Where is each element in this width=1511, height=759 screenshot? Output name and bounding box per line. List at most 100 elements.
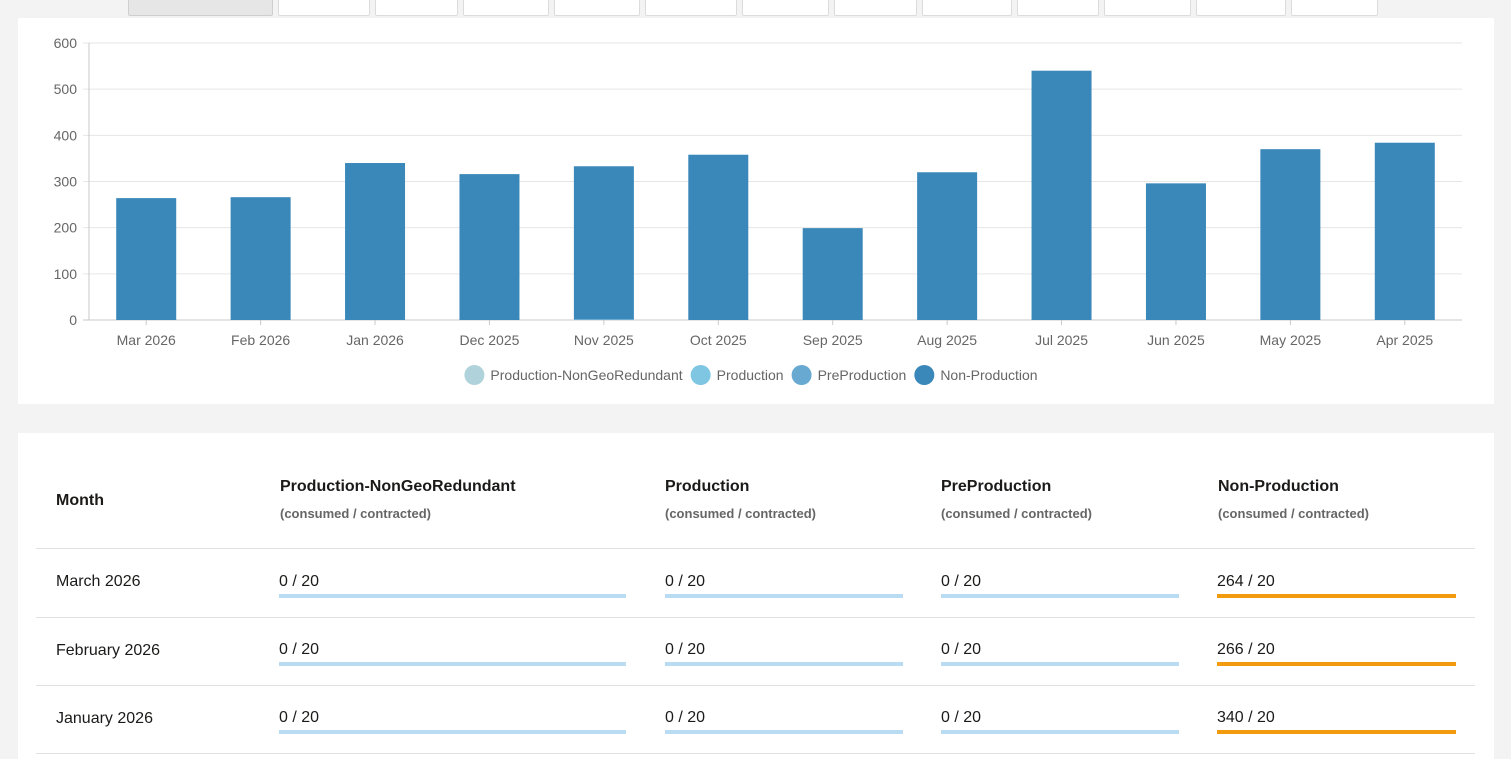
- bar-non-production[interactable]: [573, 166, 634, 320]
- usage-cell: 266 / 20: [1217, 640, 1456, 666]
- period-tab[interactable]: [1104, 0, 1191, 16]
- legend-item[interactable]: Non-Production: [914, 365, 1038, 385]
- bar-non-production[interactable]: [688, 154, 749, 320]
- y-axis-ticks: 0 100 200 300 400 500 600: [54, 35, 78, 328]
- usage-bar: [941, 662, 1179, 666]
- usage-value: 264 / 20: [1217, 573, 1275, 590]
- x-tick-label: Feb 2026: [231, 332, 290, 348]
- usage-cell: 0 / 20: [279, 640, 626, 666]
- column-header-label: Production: [665, 478, 750, 495]
- legend-label: Production-NonGeoRedundant: [490, 367, 682, 383]
- usage-cell: 0 / 20: [665, 640, 903, 666]
- bar-non-production[interactable]: [345, 163, 406, 320]
- x-tick-label: Jun 2025: [1147, 332, 1205, 348]
- x-tick-label: Sep 2025: [803, 332, 863, 348]
- bar-non-production[interactable]: [459, 174, 520, 320]
- legend-item[interactable]: Production-NonGeoRedundant: [464, 365, 683, 385]
- legend-label: Production: [717, 367, 784, 383]
- column-header-subtitle: (consumed / contracted): [1218, 506, 1369, 521]
- legend-swatch: [690, 365, 711, 385]
- bar-non-production[interactable]: [1260, 149, 1321, 320]
- usage-value: 0 / 20: [665, 709, 706, 726]
- bar-non-production[interactable]: [917, 172, 978, 320]
- column-header-label: Production-NonGeoRedundant: [280, 478, 516, 495]
- month-column-header[interactable]: Month: [56, 492, 104, 509]
- usage-value: 0 / 20: [941, 641, 982, 658]
- usage-bar: [279, 594, 626, 598]
- column-header-preproduction[interactable]: PreProduction (consumed / contracted): [941, 478, 1092, 521]
- usage-table: Month Production-NonGeoRedundant (consum…: [18, 433, 1494, 759]
- usage-value: 0 / 20: [665, 641, 706, 658]
- period-tab[interactable]: [375, 0, 458, 16]
- column-header-production[interactable]: Production (consumed / contracted): [665, 478, 816, 521]
- column-header-subtitle: (consumed / contracted): [941, 506, 1092, 521]
- usage-bar: [1217, 662, 1456, 666]
- x-tick-label: Jul 2025: [1035, 332, 1088, 348]
- x-tick-label: Nov 2025: [574, 332, 634, 348]
- x-tick-label: Apr 2025: [1376, 332, 1433, 348]
- period-tab-strip: [0, 0, 1511, 18]
- legend-item[interactable]: Production: [690, 365, 784, 385]
- column-header-subtitle: (consumed / contracted): [665, 506, 816, 521]
- usage-cell: 0 / 20: [279, 708, 626, 734]
- usage-bar: [665, 730, 903, 734]
- usage-bar: [1217, 730, 1456, 734]
- usage-chart-card: 0 100 200 300 400 500 600 Mar 2026 Feb 2026 Jan …: [18, 18, 1494, 404]
- column-header-nongeo[interactable]: Production-NonGeoRedundant (consumed / c…: [280, 478, 516, 521]
- x-tick-label: Oct 2025: [690, 332, 747, 348]
- period-tab[interactable]: [1196, 0, 1286, 16]
- usage-cell: 0 / 20: [941, 640, 1179, 666]
- column-header-label: PreProduction: [941, 478, 1052, 495]
- usage-bar: [941, 594, 1179, 598]
- usage-bar-chart: 0 100 200 300 400 500 600 Mar 2026 Feb 2026 Jan …: [54, 35, 1462, 385]
- y-tick-label: 200: [54, 220, 78, 236]
- usage-value: 340 / 20: [1217, 709, 1275, 726]
- row-divider: [36, 753, 1475, 754]
- usage-value: 0 / 20: [279, 641, 320, 658]
- legend-label: Non-Production: [940, 367, 1037, 383]
- period-tab[interactable]: [645, 0, 737, 16]
- period-tab[interactable]: [742, 0, 829, 16]
- period-tab[interactable]: [834, 0, 917, 16]
- usage-value: 0 / 20: [279, 573, 320, 590]
- row-divider: [36, 548, 1475, 549]
- period-tab[interactable]: [128, 0, 273, 16]
- bar-non-production[interactable]: [116, 198, 177, 320]
- usage-cell: 0 / 20: [279, 572, 626, 598]
- x-tick-label: May 2025: [1260, 332, 1322, 348]
- legend-item[interactable]: PreProduction: [791, 365, 907, 385]
- period-tab[interactable]: [554, 0, 640, 16]
- period-tab[interactable]: [922, 0, 1012, 16]
- legend-swatch: [791, 365, 812, 385]
- usage-bar: [665, 594, 903, 598]
- x-tick-label: Aug 2025: [917, 332, 977, 348]
- bar-non-production[interactable]: [802, 228, 863, 320]
- period-tab[interactable]: [463, 0, 549, 16]
- legend-swatch: [914, 365, 935, 385]
- y-tick-label: 300: [54, 174, 78, 190]
- period-tab[interactable]: [1017, 0, 1099, 16]
- table-row-month: January 2026: [56, 710, 153, 727]
- bar-non-production[interactable]: [1145, 183, 1206, 320]
- x-axis-ticks: Mar 2026 Feb 2026 Jan 2026 Dec 2025 Nov 2025…: [117, 320, 1433, 348]
- bar-preproduction[interactable]: [573, 319, 634, 320]
- chart-legend[interactable]: Production-NonGeoRedundant Production PreP…: [464, 365, 1038, 385]
- legend-label: PreProduction: [818, 367, 907, 383]
- bar-non-production[interactable]: [1374, 142, 1435, 320]
- period-tab[interactable]: [1291, 0, 1378, 16]
- usage-cell: 0 / 20: [665, 572, 903, 598]
- row-divider: [36, 617, 1475, 618]
- chart-bars[interactable]: [116, 70, 1435, 320]
- bar-non-production[interactable]: [1031, 70, 1092, 320]
- y-tick-label: 100: [54, 266, 78, 282]
- legend-swatch: [464, 365, 485, 385]
- usage-value: 0 / 20: [665, 573, 706, 590]
- bar-non-production[interactable]: [230, 197, 291, 320]
- period-tab[interactable]: [278, 0, 370, 16]
- column-header-nonproduction[interactable]: Non-Production (consumed / contracted): [1218, 478, 1369, 521]
- usage-bar: [279, 730, 626, 734]
- usage-value: 0 / 20: [279, 709, 320, 726]
- usage-bar: [279, 662, 626, 666]
- y-tick-label: 500: [54, 81, 78, 97]
- usage-value: 266 / 20: [1217, 641, 1275, 658]
